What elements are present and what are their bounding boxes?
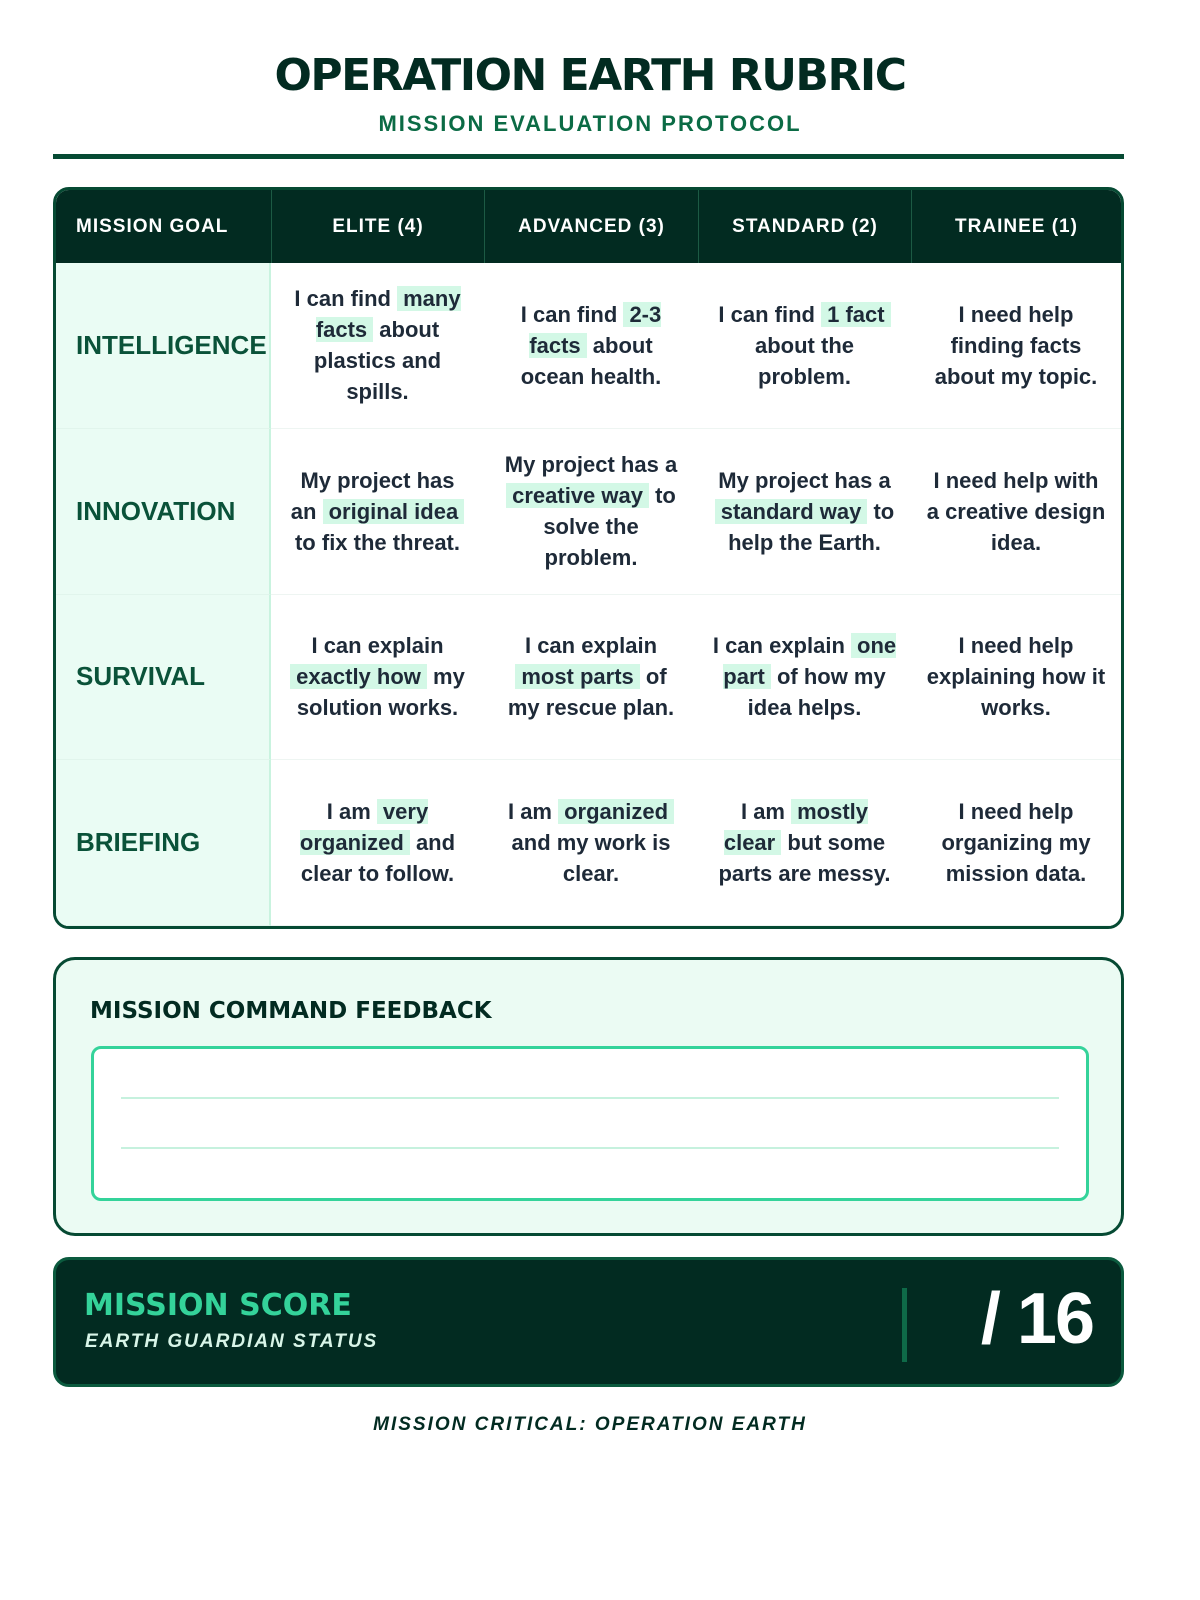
cell-text: I can explain (524, 633, 658, 659)
highlighted-text: original idea (322, 498, 465, 524)
column-header: ELITE (4) (271, 190, 484, 263)
score-title: MISSION SCORE (84, 1288, 352, 1323)
rubric-cell: I need help explaining how it works. (911, 595, 1121, 761)
cell-text: I need help explaining how it works. (926, 633, 1106, 721)
cell-text: to help the Earth. (728, 498, 895, 555)
cell-text: and my work is clear. (511, 830, 671, 887)
rubric-cell: My project has an original idea to fix t… (271, 429, 484, 595)
score-divider (902, 1288, 907, 1362)
score-subtitle: EARTH GUARDIAN STATUS (85, 1331, 379, 1352)
cell-text: about the problem. (755, 332, 854, 389)
rubric-cell: I can explain exactly how my solution wo… (271, 595, 484, 761)
goal-label: INTELLIGENCE (56, 263, 271, 429)
rubric-cell: I can find many facts about plastics and… (271, 263, 484, 429)
rubric-cell: I need help finding facts about my topic… (911, 263, 1121, 429)
page-subtitle: MISSION EVALUATION PROTOCOL (378, 111, 802, 136)
cell-text: about ocean health. (520, 332, 662, 389)
cell-text: my solution works. (296, 664, 465, 721)
cell-text: I am (507, 799, 559, 825)
cell-text: I am (326, 799, 377, 825)
rubric-cell: I am very organized and clear to follow. (271, 760, 484, 926)
cell-text: to fix the threat. (294, 529, 460, 555)
cell-text: of how my idea helps. (747, 664, 886, 721)
divider (53, 154, 1124, 159)
cell-text: My project has a (718, 467, 891, 493)
cell-text: to solve the problem. (543, 483, 676, 571)
highlighted-text: organized (558, 799, 675, 825)
column-header: STANDARD (2) (698, 190, 911, 263)
cell-text: I can find (520, 301, 624, 327)
column-header: TRAINEE (1) (911, 190, 1121, 263)
rubric-cell: I can find 1 fact about the problem. (698, 263, 911, 429)
score-total: / 16 (980, 1279, 1095, 1359)
cell-text: My project has an (290, 467, 455, 524)
cell-text: I need help with a creative design idea. (926, 467, 1106, 555)
rubric-cell: I can explain one part of how my idea he… (698, 595, 911, 761)
column-header: ADVANCED (3) (484, 190, 698, 263)
rubric-cell: I need help with a creative design idea. (911, 429, 1121, 595)
cell-text: I am (740, 799, 792, 825)
goal-label: BRIEFING (56, 760, 271, 926)
feedback-panel: MISSION COMMAND FEEDBACK (53, 957, 1124, 1236)
cell-text: about plastics and spills. (313, 317, 442, 405)
cell-text: I can explain (712, 633, 852, 659)
column-header: MISSION GOAL (56, 190, 271, 263)
score-panel: MISSION SCORE EARTH GUARDIAN STATUS / 16 (53, 1257, 1124, 1387)
goal-label: INNOVATION (56, 428, 271, 595)
writing-line (121, 1147, 1059, 1149)
cell-text: I can find (718, 301, 822, 327)
rubric-cell: My project has a standard way to help th… (698, 429, 911, 595)
rubric-table: MISSION GOAL ELITE (4) ADVANCED (3) STANDAR… (53, 187, 1124, 929)
cell-text: but some parts are messy. (718, 830, 891, 887)
writing-line (121, 1097, 1059, 1099)
feedback-input[interactable] (91, 1046, 1089, 1201)
rubric-cell: I can explain most parts of my rescue pl… (484, 595, 698, 761)
highlighted-text: 1 fact (821, 301, 891, 327)
rubric-cell: I am mostly clear but some parts are mes… (698, 760, 911, 926)
cell-text: and clear to follow. (300, 830, 456, 887)
cell-text: I need help organizing my mission data. (941, 799, 1091, 887)
footer-text: MISSION CRITICAL: OPERATION EARTH (373, 1414, 807, 1435)
cell-text: I can explain (311, 633, 444, 659)
highlighted-text: standard way (714, 498, 868, 524)
cell-text: I need help finding facts about my topic… (934, 301, 1098, 389)
cell-text: My project has a (504, 452, 678, 478)
rubric-cell: I need help organizing my mission data. (911, 760, 1121, 926)
highlighted-text: exactly how (290, 664, 427, 690)
feedback-title: MISSION COMMAND FEEDBACK (90, 998, 492, 1024)
rubric-cell: My project has a creative way to solve t… (484, 429, 698, 595)
page-title: OPERATION EARTH RUBRIC (274, 50, 907, 101)
highlighted-text: most parts (515, 664, 640, 690)
highlighted-text: creative way (506, 483, 649, 509)
cell-text: of my rescue plan. (507, 664, 675, 721)
cell-text: I can find (294, 286, 398, 312)
rubric-cell: I am organized and my work is clear. (484, 760, 698, 926)
goal-label: SURVIVAL (56, 594, 271, 761)
rubric-cell: I can find 2-3 facts about ocean health. (484, 263, 698, 429)
